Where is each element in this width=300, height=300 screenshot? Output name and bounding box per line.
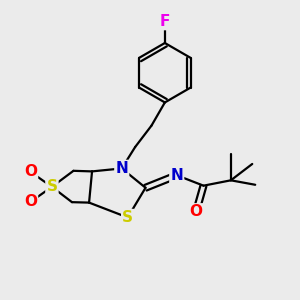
- Text: S: S: [46, 179, 57, 194]
- Text: O: O: [190, 204, 202, 219]
- Text: S: S: [122, 210, 133, 225]
- Text: N: N: [116, 161, 128, 176]
- Text: N: N: [170, 168, 183, 183]
- Text: O: O: [24, 194, 37, 209]
- Text: O: O: [24, 164, 37, 179]
- Text: F: F: [160, 14, 170, 29]
